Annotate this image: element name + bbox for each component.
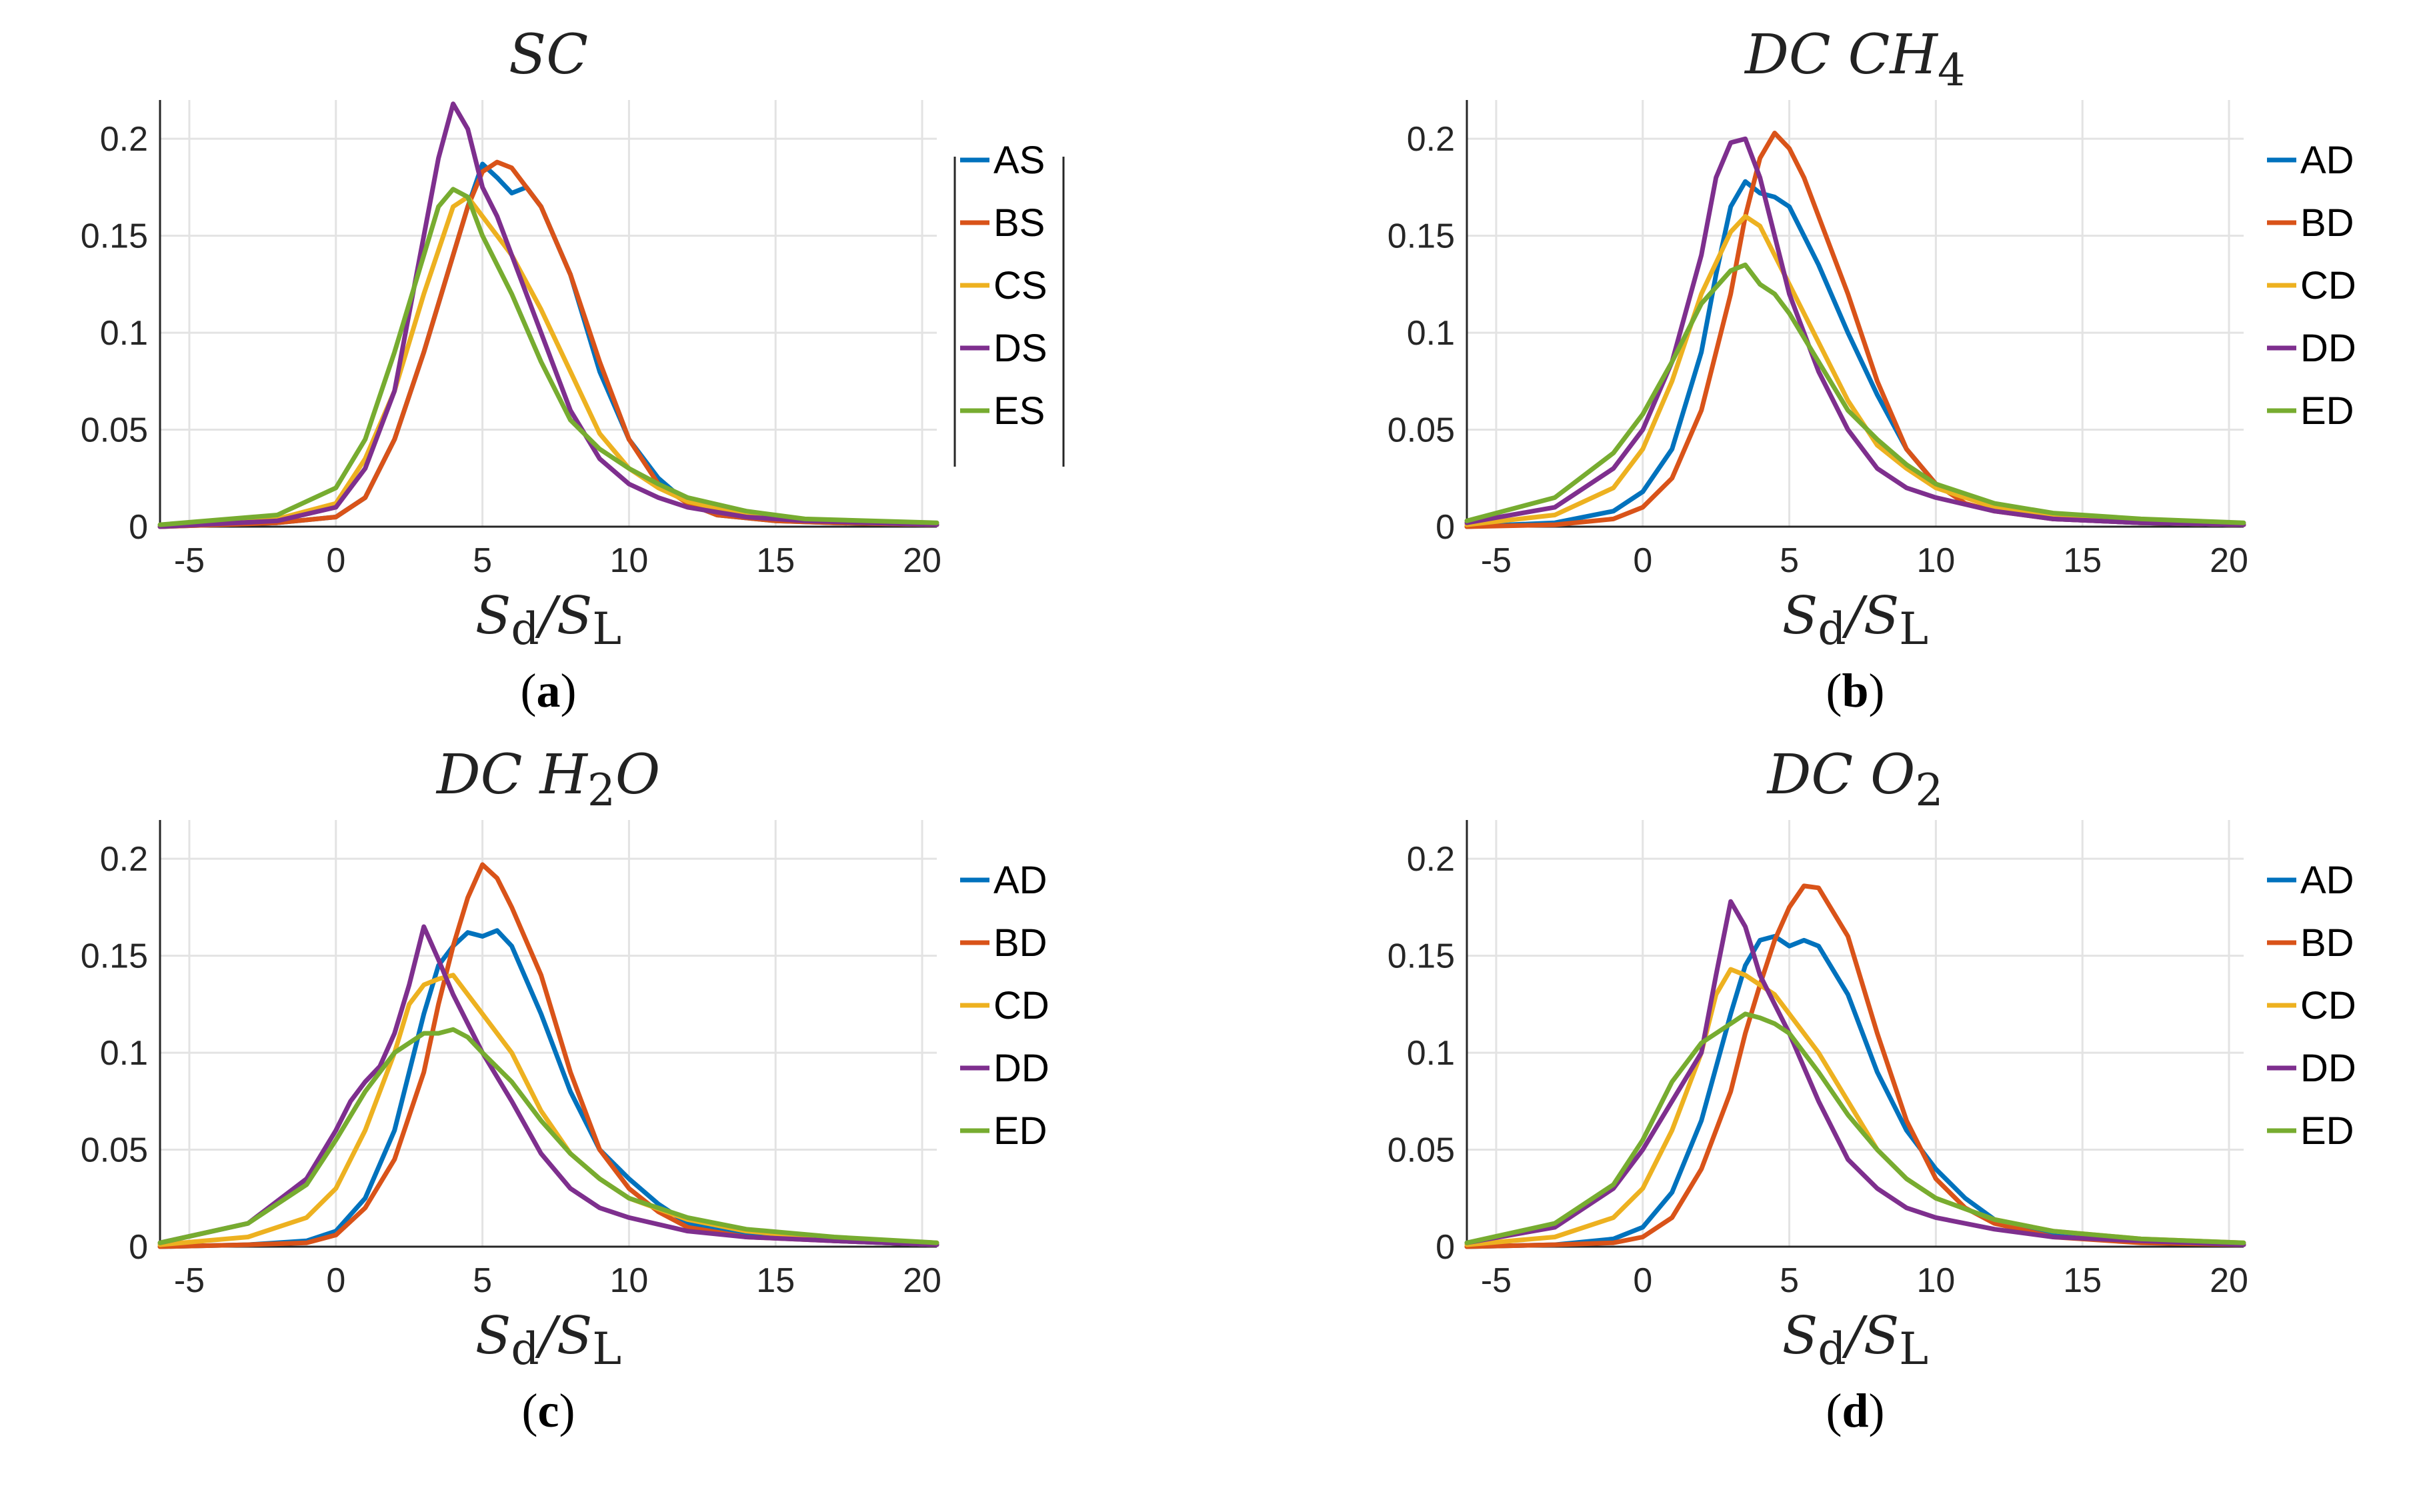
x-tick-label: -5 bbox=[1481, 541, 1512, 580]
x-tick-label: 20 bbox=[2210, 1261, 2248, 1300]
legend-label-dd: DD bbox=[2300, 1047, 2356, 1090]
x-tick-label: 5 bbox=[473, 1261, 492, 1300]
x-tick-label: 10 bbox=[1916, 541, 1955, 580]
panel-c: -5 0 5 10 15 20 0 0.05 0.1 0.15 0.2 AD BD CD DD ED DC H2… bbox=[81, 743, 1049, 1437]
x-tick-label: -5 bbox=[174, 541, 205, 580]
x-axis-label: Sd/SL bbox=[1782, 586, 1928, 655]
series-line-bd bbox=[1464, 883, 2246, 1249]
x-axis-label: Sd/SL bbox=[1782, 1306, 1928, 1375]
x-tick-label: -5 bbox=[1481, 1261, 1512, 1300]
y-tick-label: 0 bbox=[1436, 1228, 1455, 1267]
y-tick-label: 0.15 bbox=[81, 937, 148, 976]
panel-caption: (a) bbox=[521, 664, 577, 717]
panel-caption: (b) bbox=[1826, 664, 1884, 717]
series-line-ed bbox=[157, 1027, 939, 1245]
y-tick-label: 0.2 bbox=[100, 120, 148, 159]
y-tick-label: 0.15 bbox=[81, 217, 148, 256]
panel-title: DC CH4 bbox=[1744, 23, 1966, 96]
x-tick-label: 20 bbox=[903, 1261, 941, 1300]
y-tick-label: 0 bbox=[1436, 508, 1455, 547]
series-line-bd bbox=[157, 862, 939, 1249]
series-line-dd bbox=[1464, 136, 2246, 527]
y-tick-label: 0.2 bbox=[1407, 120, 1455, 159]
x-axis-label: Sd/SL bbox=[475, 586, 621, 655]
legend-label-dd: DD bbox=[2300, 327, 2356, 370]
y-tick-label: 0.15 bbox=[1388, 217, 1455, 256]
legend-label-bd: BD bbox=[2300, 921, 2354, 965]
legend-label-ed: ED bbox=[2300, 389, 2354, 433]
panel-title: SC bbox=[509, 23, 588, 87]
y-tick-label: 0.2 bbox=[100, 840, 148, 879]
series-line-ad bbox=[1464, 934, 2246, 1249]
x-tick-label: -5 bbox=[174, 1261, 205, 1300]
y-tick-label: 0.05 bbox=[1388, 1131, 1455, 1170]
series-line-es bbox=[157, 187, 939, 527]
legend-label-cd: CD bbox=[993, 984, 1049, 1027]
panel-title: DC H2O bbox=[435, 743, 660, 816]
legend-label-dd: DD bbox=[993, 1047, 1049, 1090]
x-tick-label: 0 bbox=[1633, 1261, 1652, 1300]
x-tick-label: 5 bbox=[1780, 541, 1799, 580]
x-tick-label: 15 bbox=[2063, 541, 2102, 580]
x-tick-label: 0 bbox=[326, 541, 345, 580]
x-tick-label: 15 bbox=[756, 1261, 795, 1300]
legend-label-cs: CS bbox=[993, 264, 1047, 307]
legend-label-es: ES bbox=[993, 389, 1045, 433]
legend-label-bd: BD bbox=[2300, 201, 2354, 245]
legend-label-as: AS bbox=[993, 139, 1045, 182]
y-tick-label: 0 bbox=[129, 508, 148, 547]
y-tick-label: 0.2 bbox=[1407, 840, 1455, 879]
panel-d: -5 0 5 10 15 20 0 0.05 0.1 0.15 0.2 AD BD CD DD ED DC O2… bbox=[1388, 743, 2356, 1437]
x-tick-label: 15 bbox=[756, 541, 795, 580]
x-tick-label: 0 bbox=[1633, 541, 1652, 580]
y-tick-label: 0.05 bbox=[81, 411, 148, 450]
series-line-cs bbox=[157, 195, 939, 529]
legend-label-ad: AD bbox=[2300, 139, 2354, 182]
legend-label-ds: DS bbox=[993, 327, 1047, 370]
x-tick-label: 5 bbox=[1780, 1261, 1799, 1300]
y-tick-label: 0.1 bbox=[1407, 314, 1455, 353]
x-tick-label: 15 bbox=[2063, 1261, 2102, 1300]
series-line-dd bbox=[1464, 899, 2246, 1247]
legend-label-ed: ED bbox=[2300, 1109, 2354, 1153]
x-tick-label: 10 bbox=[609, 1261, 648, 1300]
x-axis-label: Sd/SL bbox=[475, 1306, 621, 1375]
x-tick-label: 10 bbox=[609, 541, 648, 580]
legend-label-ad: AD bbox=[2300, 859, 2354, 902]
panel-title: DC O2 bbox=[1766, 743, 1944, 816]
series-line-bs bbox=[157, 159, 939, 529]
legend-label-bd: BD bbox=[993, 921, 1047, 965]
x-tick-label: 20 bbox=[2210, 541, 2248, 580]
y-tick-label: 0.15 bbox=[1388, 937, 1455, 976]
y-tick-label: 0.05 bbox=[1388, 411, 1455, 450]
y-tick-label: 0.1 bbox=[100, 1034, 148, 1073]
x-tick-label: 10 bbox=[1916, 1261, 1955, 1300]
panel-caption: (c) bbox=[522, 1384, 575, 1437]
y-tick-label: 0.1 bbox=[1407, 1034, 1455, 1073]
legend-label-bs: BS bbox=[993, 201, 1045, 245]
legend-label-cd: CD bbox=[2300, 984, 2356, 1027]
series-line-ed bbox=[1464, 1011, 2246, 1245]
series-line-ed bbox=[1464, 262, 2246, 525]
panel-b: -5 0 5 10 15 20 0 0.05 0.1 0.15 0.2 AD BD CD DD ED DC CH… bbox=[1388, 23, 2356, 717]
y-tick-label: 0 bbox=[129, 1228, 148, 1267]
panel-caption: (d) bbox=[1826, 1384, 1884, 1437]
legend-label-ed: ED bbox=[993, 1109, 1047, 1153]
x-tick-label: 5 bbox=[473, 541, 492, 580]
series-line-bd bbox=[1464, 131, 2246, 529]
panel-a: -5 0 5 10 15 20 0 0.05 0.1 0.15 0.2 AS BS CS DS ES SC Sd/… bbox=[81, 23, 1065, 717]
legend-label-cd: CD bbox=[2300, 264, 2356, 307]
series-line-ds bbox=[157, 101, 939, 529]
x-tick-label: 20 bbox=[903, 541, 941, 580]
y-tick-label: 0.05 bbox=[81, 1131, 148, 1170]
y-tick-label: 0.1 bbox=[100, 314, 148, 353]
x-tick-label: 0 bbox=[326, 1261, 345, 1300]
series-line-dd bbox=[157, 924, 939, 1247]
legend-label-ad: AD bbox=[993, 859, 1047, 902]
